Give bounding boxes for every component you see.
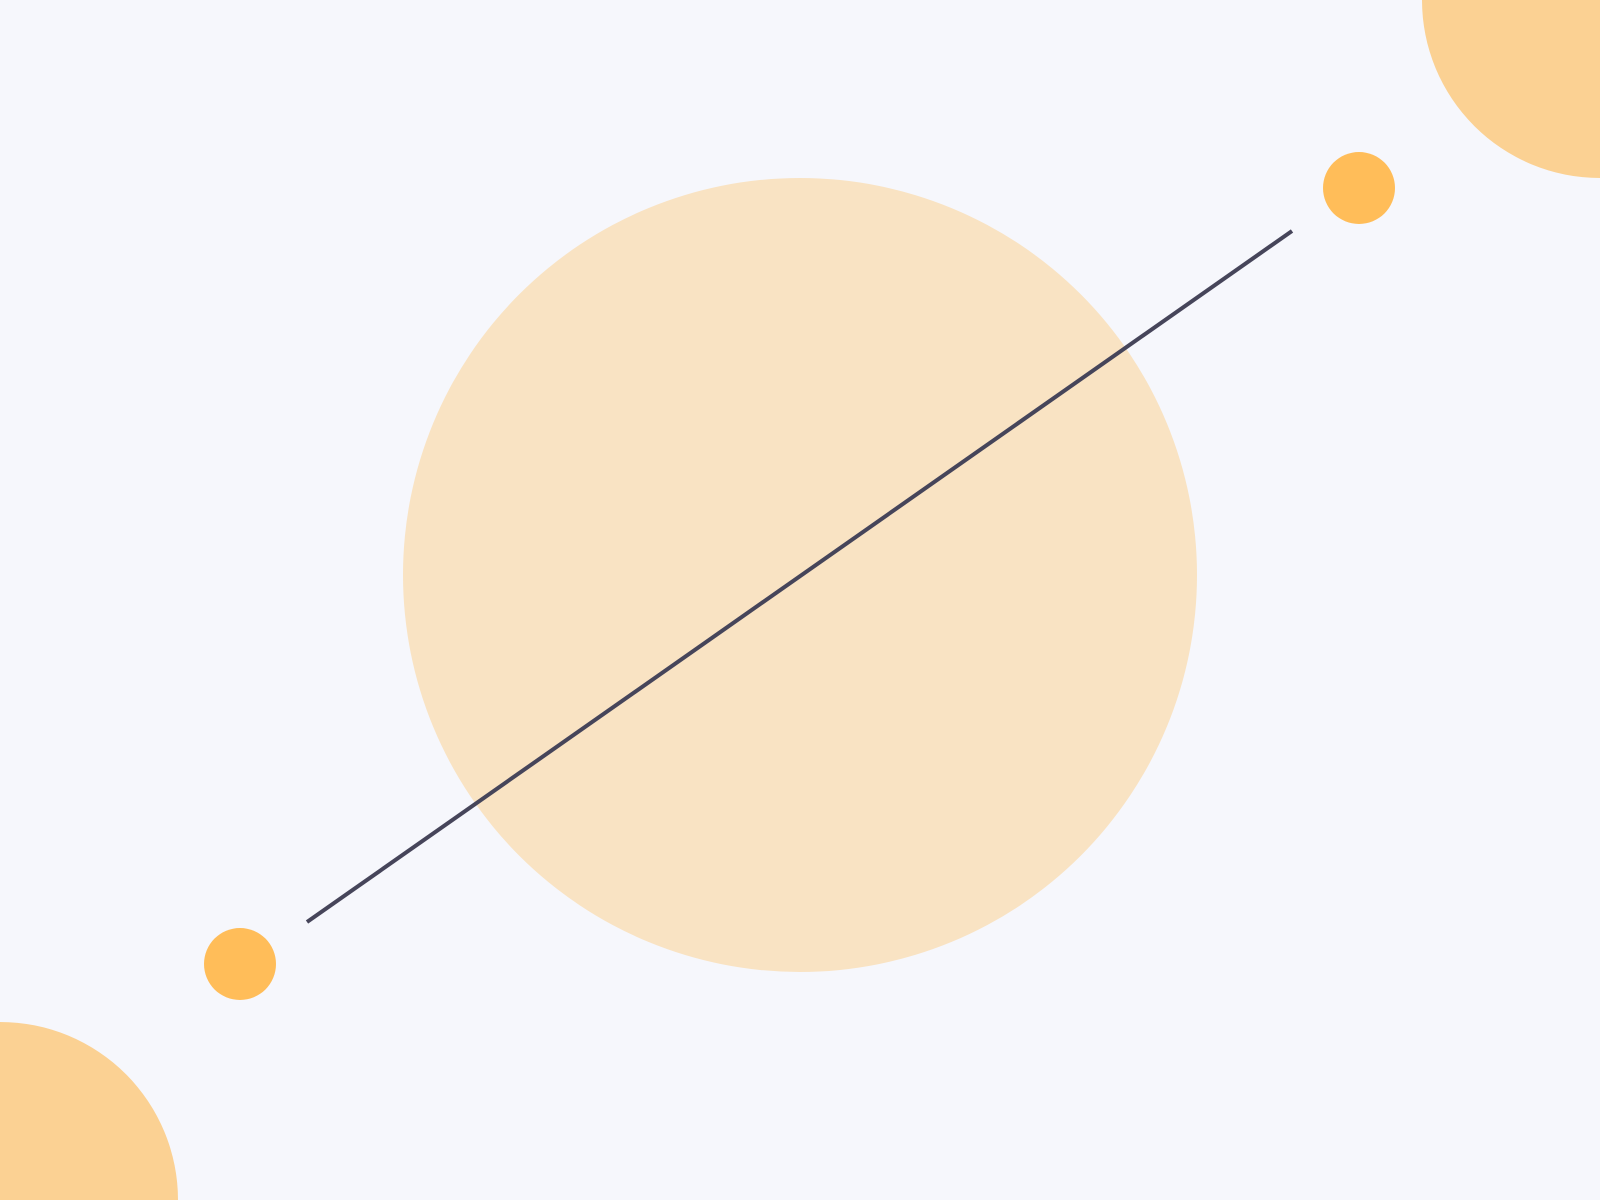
diagonal-line <box>305 229 1294 924</box>
corner-circle-top-right <box>1422 0 1600 178</box>
small-dot-bottom-left <box>204 928 276 1000</box>
corner-circle-bottom-left <box>0 1022 178 1200</box>
small-dot-top-right <box>1323 152 1395 224</box>
